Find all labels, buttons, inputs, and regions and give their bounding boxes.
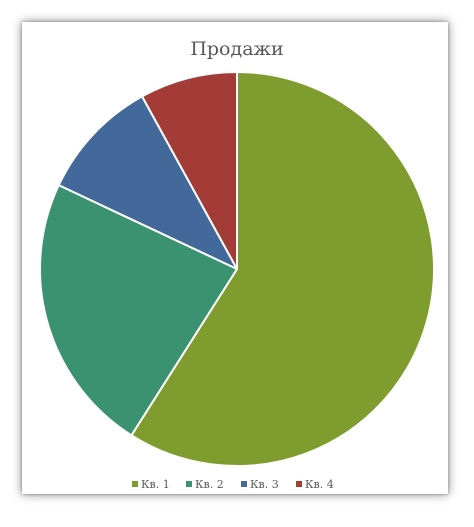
pie-slice-1 xyxy=(130,71,435,467)
chart-legend: Кв. 1 Кв. 2 Кв. 3 Кв. 4 xyxy=(132,478,334,491)
legend-label-3: Кв. 3 xyxy=(250,478,279,491)
pie-slice-4 xyxy=(141,71,238,270)
pie-slice-3 xyxy=(57,95,238,270)
legend-label-1: Кв. 1 xyxy=(141,478,170,491)
pie-slice-2 xyxy=(39,184,238,437)
legend-label-4: Кв. 4 xyxy=(305,478,334,491)
legend-swatch-3 xyxy=(241,481,247,487)
legend-swatch-1 xyxy=(132,481,138,487)
chart-title: Продажи xyxy=(190,38,283,60)
pie-slices xyxy=(39,71,435,467)
legend-swatch-4 xyxy=(296,481,302,487)
legend-swatch-2 xyxy=(186,481,192,487)
legend-label-2: Кв. 2 xyxy=(195,478,224,491)
